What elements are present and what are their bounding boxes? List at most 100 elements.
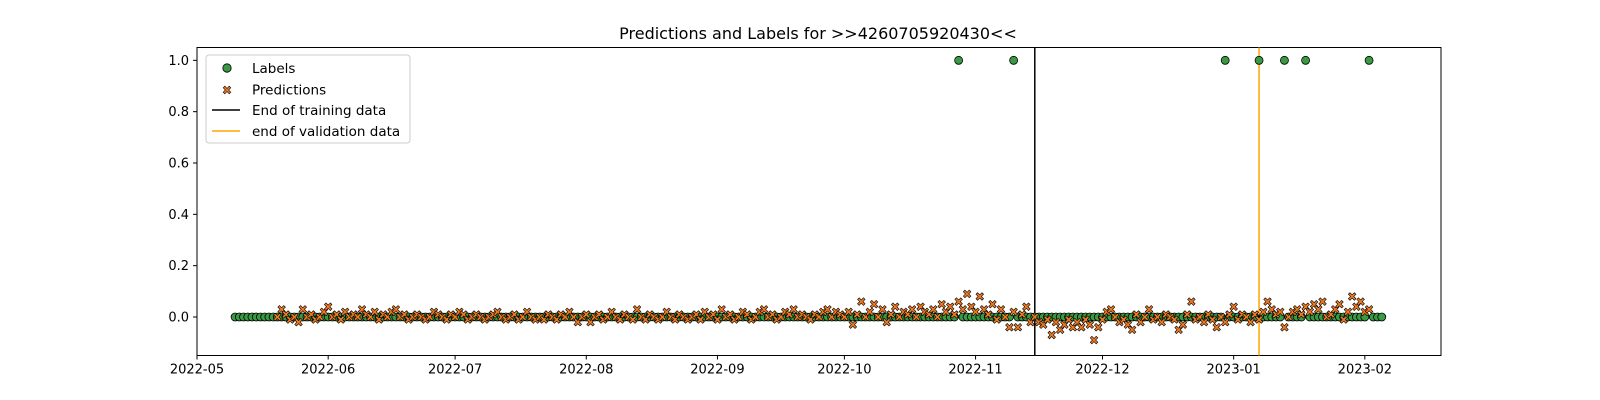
prediction-point xyxy=(1229,302,1238,311)
prediction-point xyxy=(958,305,968,314)
y-tick-label: 0.6 xyxy=(168,157,189,172)
prediction-point xyxy=(1220,317,1230,327)
prediction-point xyxy=(1170,315,1179,324)
y-tick-label: 0.4 xyxy=(168,208,189,223)
label-point-positive xyxy=(954,55,964,65)
prediction-point xyxy=(759,305,769,314)
y-tick-label: 0.0 xyxy=(168,311,189,326)
legend-box xyxy=(205,54,411,144)
prediction-point xyxy=(1259,307,1268,317)
label-point-positive xyxy=(1280,55,1289,65)
legend: Labels Predictions End of training data … xyxy=(205,54,411,144)
prediction-point xyxy=(929,305,938,314)
prediction-point xyxy=(323,302,333,311)
prediction-point xyxy=(1022,302,1031,311)
prediction-point xyxy=(582,310,591,319)
prediction-point xyxy=(1254,315,1264,324)
legend-marker-predictions xyxy=(222,85,232,95)
prediction-point xyxy=(878,305,887,314)
x-tick-label: 2022-09 xyxy=(690,363,744,378)
prediction-point xyxy=(874,312,883,322)
prediction-point xyxy=(273,312,282,322)
label-point-positive xyxy=(1301,55,1310,65)
prediction-point xyxy=(717,305,726,314)
y-tick-label: 0.8 xyxy=(168,105,189,120)
prediction-point xyxy=(789,305,798,314)
prediction-point xyxy=(882,317,891,327)
prediction-point xyxy=(1364,305,1374,314)
prediction-point xyxy=(1017,310,1027,319)
prediction-point xyxy=(1005,323,1014,332)
prediction-point xyxy=(950,310,959,319)
prediction-point xyxy=(996,305,1006,314)
prediction-point xyxy=(353,312,363,322)
prediction-point xyxy=(1225,310,1234,319)
x-tick-label: 2023-01 xyxy=(1207,363,1261,378)
y-tick-label: 0.2 xyxy=(168,259,189,274)
prediction-point xyxy=(1144,305,1154,314)
prediction-point xyxy=(628,315,638,324)
prediction-point xyxy=(1013,323,1023,332)
prediction-point xyxy=(1212,323,1221,332)
prediction-point xyxy=(971,307,980,317)
prediction-point xyxy=(988,299,997,309)
prediction-point xyxy=(992,315,1001,324)
chart-title: Predictions and Labels for >>42607059204… xyxy=(619,24,1017,43)
prediction-point xyxy=(1051,317,1061,327)
prediction-point xyxy=(848,320,858,329)
y-tick-label: 1.0 xyxy=(168,54,189,69)
prediction-point xyxy=(1356,297,1365,306)
prediction-point xyxy=(696,315,705,324)
prediction-point xyxy=(865,307,875,317)
prediction-point xyxy=(1208,315,1217,324)
x-tick-label: 2022-11 xyxy=(948,363,1002,378)
prediction-point xyxy=(984,310,993,319)
label-point-positive xyxy=(1364,55,1374,65)
prediction-point xyxy=(975,292,985,301)
x-tick-label: 2022-08 xyxy=(559,363,613,378)
prediction-point xyxy=(1246,317,1255,327)
label-point xyxy=(1377,312,1387,322)
prediction-point xyxy=(1187,297,1196,306)
prediction-point xyxy=(937,299,946,309)
prediction-point xyxy=(391,305,401,314)
prediction-point xyxy=(1347,292,1357,301)
prediction-point xyxy=(1064,315,1073,324)
prediction-point xyxy=(933,312,942,322)
prediction-point xyxy=(1140,312,1150,322)
prediction-point xyxy=(1000,312,1010,322)
x-tick-label: 2022-06 xyxy=(301,363,355,378)
plot-frame xyxy=(196,47,1442,356)
prediction-point xyxy=(370,307,379,317)
prediction-point xyxy=(1089,335,1099,345)
prediction-point xyxy=(1085,320,1095,329)
prediction-point xyxy=(1178,320,1188,329)
prediction-point xyxy=(869,299,879,309)
x-tick-label: 2022-12 xyxy=(1075,363,1129,378)
prediction-point xyxy=(1318,297,1327,306)
prediction-point xyxy=(886,310,896,319)
prediction-point xyxy=(1314,305,1323,314)
legend-label-labels: Labels xyxy=(252,61,295,77)
prediction-point xyxy=(1009,307,1018,317)
prediction-point xyxy=(823,305,832,314)
x-axis: 2022-05 2022-06 2022-07 2022-08 2022-09 2022-… xyxy=(170,355,1392,378)
prediction-point xyxy=(954,297,963,306)
x-tick-label: 2022-07 xyxy=(428,363,482,378)
prediction-point xyxy=(962,289,972,299)
prediction-point xyxy=(1106,305,1116,314)
prediction-point xyxy=(1275,307,1285,317)
prediction-point xyxy=(632,305,642,314)
prediction-point xyxy=(298,305,308,314)
prediction-point xyxy=(294,317,303,327)
legend-label-training: End of training data xyxy=(252,103,386,119)
prediction-point xyxy=(1098,315,1107,324)
prediction-point xyxy=(1127,325,1137,335)
prediction-point xyxy=(1335,299,1344,309)
prediction-point xyxy=(1182,310,1192,319)
prediction-point xyxy=(912,312,921,322)
prediction-point xyxy=(1043,315,1052,324)
plot-area xyxy=(196,47,1442,356)
prediction-point xyxy=(1305,307,1315,317)
y-axis: 0.0 0.2 0.4 0.6 0.8 1.0 xyxy=(168,54,197,326)
